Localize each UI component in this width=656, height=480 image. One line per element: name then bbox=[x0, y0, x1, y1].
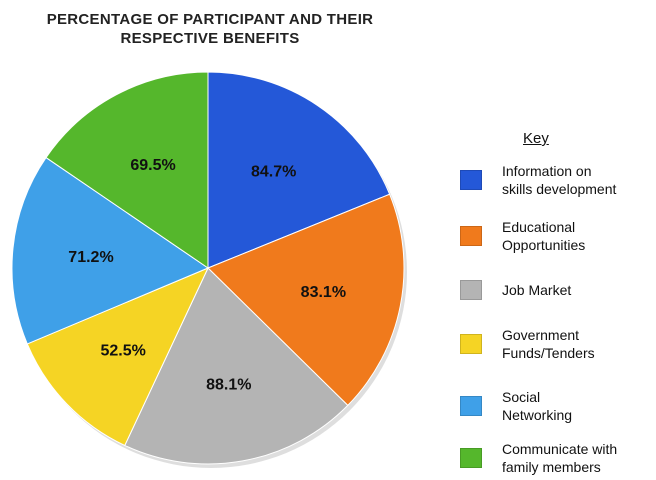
legend-label-1: Information on skills development bbox=[502, 162, 616, 198]
legend-label-line: Funds/Tenders bbox=[502, 345, 595, 361]
legend-item-6: Communicate with family members bbox=[460, 440, 656, 480]
legend-label-line: family members bbox=[502, 459, 601, 475]
legend-item-1: Information on skills development bbox=[460, 162, 656, 202]
slice-value-label-3: 88.1% bbox=[206, 377, 251, 394]
legend-label-6: Communicate with family members bbox=[502, 440, 617, 476]
legend-label-3: Job Market bbox=[502, 281, 571, 299]
pie-slice-1 bbox=[207, 71, 391, 269]
legend-swatch-5 bbox=[460, 396, 482, 416]
pie-slice-4 bbox=[26, 267, 210, 447]
slice-value-label-4: 52.5% bbox=[100, 342, 145, 359]
legend-swatch-1 bbox=[460, 170, 482, 190]
legend-item-3: Job Market bbox=[460, 280, 656, 320]
legend-label-line: Educational bbox=[502, 219, 576, 235]
legend-label-2: Educational Opportunities bbox=[502, 218, 585, 254]
legend-item-2: Educational Opportunities bbox=[460, 218, 656, 258]
pie-slice-6 bbox=[45, 71, 209, 269]
pie-slice-3 bbox=[124, 267, 349, 465]
legend-swatch-6 bbox=[460, 448, 482, 468]
slice-value-label-1: 84.7% bbox=[251, 163, 296, 180]
legend-swatch-3 bbox=[460, 280, 482, 300]
legend-swatch-4 bbox=[460, 334, 482, 354]
legend-label-line: Networking bbox=[502, 407, 573, 423]
legend-item-4: Government Funds/Tenders bbox=[460, 326, 656, 366]
chart-title-line-2: RESPECTIVE BENEFITS bbox=[120, 30, 300, 47]
legend-label-line: Job Market bbox=[502, 282, 572, 298]
slice-value-label-6: 69.5% bbox=[130, 157, 175, 174]
legend-label-line: Communicate with bbox=[502, 441, 618, 457]
legend-label-line: Government bbox=[502, 327, 580, 343]
legend-label-4: Government Funds/Tenders bbox=[502, 326, 595, 362]
pie-slice-5 bbox=[11, 156, 210, 345]
legend-title: Key bbox=[523, 130, 549, 147]
slice-value-label-2: 83.1% bbox=[301, 284, 346, 301]
legend-item-5: Social Networking bbox=[460, 388, 656, 428]
legend-swatch-2 bbox=[460, 226, 482, 246]
legend-label-line: Information on bbox=[502, 163, 592, 179]
slice-value-label-5: 71.2% bbox=[68, 249, 113, 266]
legend-label-line: skills development bbox=[502, 181, 617, 197]
chart-title: PERCENTAGE OF PARTICIPANT AND THEIR RESP… bbox=[0, 10, 420, 48]
legend-label-5: Social Networking bbox=[502, 388, 572, 424]
legend: Information on skills development Educatio… bbox=[460, 0, 656, 475]
pie-slice-2 bbox=[207, 193, 405, 407]
chart-title-line-1: PERCENTAGE OF PARTICIPANT AND THEIR bbox=[46, 11, 374, 28]
legend-label-line: Social bbox=[502, 389, 541, 405]
legend-label-line: Opportunities bbox=[502, 237, 586, 253]
